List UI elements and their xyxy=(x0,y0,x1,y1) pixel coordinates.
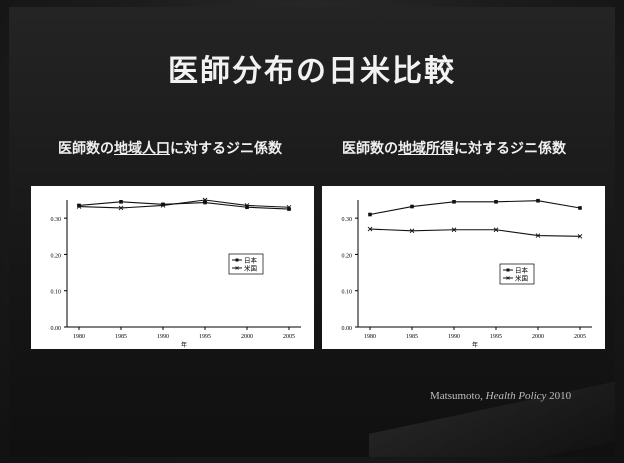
x-tick-label: 1990 xyxy=(157,334,169,340)
data-point-usa xyxy=(118,205,124,211)
chart-title-underlined: 地域所得 xyxy=(398,141,454,157)
series-line-usa xyxy=(369,228,581,237)
data-point-japan xyxy=(494,200,498,204)
data-point-japan xyxy=(536,198,540,203)
legend-label: 日本 xyxy=(244,256,258,265)
y-tick-label: 0.30 xyxy=(342,217,353,223)
x-tick-label: 2005 xyxy=(574,334,586,340)
x-tick-label: 2005 xyxy=(283,334,295,340)
data-point-japan xyxy=(368,212,372,217)
data-point-japan xyxy=(77,203,81,208)
legend-marker-japan xyxy=(235,258,239,262)
data-point-usa xyxy=(244,203,250,208)
data-point-usa xyxy=(409,228,415,234)
data-point-usa xyxy=(493,227,499,233)
chart-title-post: に対するジニ係数 xyxy=(454,141,566,157)
data-point-japan xyxy=(452,200,456,204)
data-point-usa xyxy=(202,197,208,203)
x-tick-label: 1985 xyxy=(115,334,127,340)
chart-title-population: 医師数の地域人口に対するジニ係数 xyxy=(58,138,282,158)
citation-journal: Health Policy xyxy=(485,390,547,402)
legend-label: 米国 xyxy=(515,274,528,283)
series-line-usa xyxy=(78,199,290,209)
legend-label: 米国 xyxy=(244,264,257,273)
y-tick-label: 0.20 xyxy=(51,253,62,259)
chart-population-panel: 0.00 0.10 0.20 0.30 1980 1985 1990 1995 2000 2005… xyxy=(31,186,314,349)
legend-label: 日本 xyxy=(515,266,529,275)
x-tick-label: 2000 xyxy=(532,334,544,340)
chart-title-underlined: 地域人口 xyxy=(114,141,170,157)
gini-income-chart: 0.00 0.10 0.20 0.30 1980 1985 1990 1995 2000 2005… xyxy=(342,198,592,349)
data-point-usa xyxy=(577,233,583,239)
chart-title-pre: 医師数の xyxy=(58,141,114,157)
data-point-usa xyxy=(160,203,166,208)
series-line-japan xyxy=(78,201,290,210)
data-point-japan xyxy=(245,205,249,210)
x-tick-label: 2000 xyxy=(241,334,253,340)
x-tick-label: 1980 xyxy=(73,334,85,340)
y-tick-label: 0.20 xyxy=(342,253,353,259)
data-point-japan xyxy=(287,207,291,211)
gini-population-chart: 0.00 0.10 0.20 0.30 1980 1985 1990 1995 2000 2005… xyxy=(51,197,301,349)
data-point-usa xyxy=(286,204,292,210)
x-tick-label: 1985 xyxy=(406,334,418,340)
data-point-japan xyxy=(119,200,123,204)
data-point-usa xyxy=(535,233,541,238)
chart-title-income: 医師数の地域所得に対するジニ係数 xyxy=(342,138,566,158)
y-tick-label: 0.10 xyxy=(342,290,353,296)
y-tick-label: 0.00 xyxy=(51,326,62,332)
y-tick-label: 0.10 xyxy=(51,290,62,296)
chart-title-post: に対するジニ係数 xyxy=(170,141,282,157)
x-tick-label: 1990 xyxy=(448,334,460,340)
data-point-japan xyxy=(410,204,414,209)
legend-marker-usa xyxy=(506,276,510,280)
x-tick-label: 1995 xyxy=(490,334,502,340)
x-axis-label: 年 xyxy=(181,341,187,349)
legend-marker-usa xyxy=(235,266,239,270)
y-tick-label: 0.30 xyxy=(51,217,62,223)
data-point-japan xyxy=(203,200,207,205)
data-point-usa xyxy=(367,226,373,232)
chart-title-pre: 医師数の xyxy=(342,141,398,157)
x-tick-label: 1980 xyxy=(364,334,376,340)
citation: Matsumoto, Health Policy 2010 xyxy=(430,390,571,402)
x-tick-label: 1995 xyxy=(199,334,211,340)
x-axis-label: 年 xyxy=(472,341,478,349)
data-point-japan xyxy=(161,202,165,207)
data-point-usa xyxy=(76,204,82,209)
y-tick-label: 0.00 xyxy=(342,326,353,332)
data-point-usa xyxy=(451,227,457,233)
citation-year: 2010 xyxy=(549,390,572,402)
chart-income-panel: 0.00 0.10 0.20 0.30 1980 1985 1990 1995 2000 2005… xyxy=(322,186,605,349)
citation-author: Matsumoto, xyxy=(430,390,483,402)
data-point-japan xyxy=(578,206,582,210)
slide-title: 医師分布の日米比較 xyxy=(168,54,456,89)
series-line-japan xyxy=(369,200,581,216)
legend-marker-japan xyxy=(506,268,510,272)
